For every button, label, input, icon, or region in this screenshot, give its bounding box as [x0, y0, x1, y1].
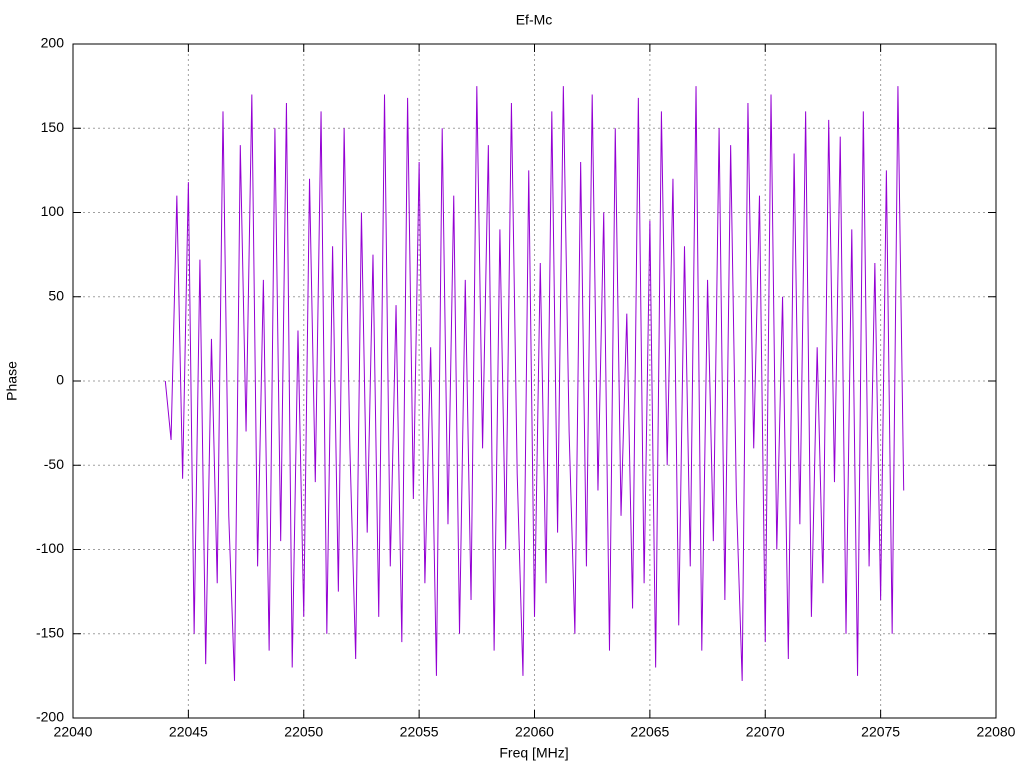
y-tick-label: -200 — [36, 709, 64, 725]
x-tick-label: 22060 — [515, 724, 554, 740]
x-tick-label: 22065 — [630, 724, 669, 740]
y-tick-label: 50 — [48, 287, 64, 303]
x-tick-label: 22075 — [861, 724, 900, 740]
x-tick-label: 22050 — [284, 724, 323, 740]
y-tick-label: 150 — [41, 119, 65, 135]
y-tick-label: 200 — [41, 35, 65, 51]
plot-frame — [72, 43, 997, 719]
x-tick-label: 22080 — [977, 724, 1016, 740]
x-tick-label: 22055 — [400, 724, 439, 740]
chart-title: Ef-Mc — [516, 12, 553, 28]
data-line — [164, 86, 905, 681]
y-tick-label: -150 — [36, 624, 64, 640]
y-tick-label: -100 — [36, 540, 64, 556]
x-tick-label: 22045 — [169, 724, 208, 740]
x-tick-label: 22040 — [54, 724, 93, 740]
x-axis-label: Freq [MHz] — [499, 745, 568, 761]
y-tick-label: 100 — [41, 203, 65, 219]
y-tick-label: -50 — [44, 456, 64, 472]
x-tick-label: 22070 — [746, 724, 785, 740]
y-axis-label: Phase — [4, 361, 20, 401]
y-tick-label: 0 — [56, 372, 64, 388]
